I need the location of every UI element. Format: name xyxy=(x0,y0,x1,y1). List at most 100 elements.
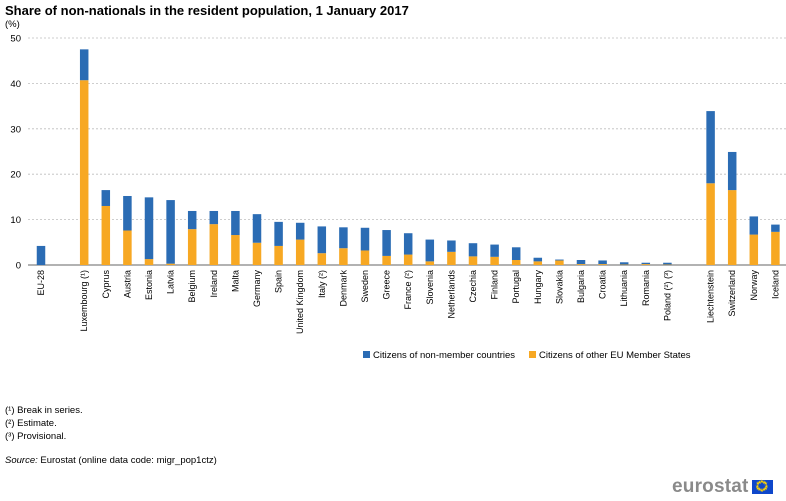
bar-non-member-france xyxy=(403,233,413,255)
bar-eu-member-hungary xyxy=(533,261,543,265)
bar-non-member-estonia xyxy=(144,197,154,260)
bar-eu-member-belgium xyxy=(187,229,197,265)
bar-eu-member-cyprus xyxy=(101,205,111,265)
bar-non-member-spain xyxy=(274,221,283,246)
bar-non-member-united-kingdom xyxy=(295,222,305,240)
x-tick-label-greece: Greece xyxy=(382,270,392,300)
bar-eu-member-ireland xyxy=(209,224,219,265)
eu-flag-icon: ★ ★ ★ ★ ★ ★ ★ ★ ★ ★ ★ ★ xyxy=(751,479,773,494)
x-tick-label-ireland: Ireland xyxy=(209,270,219,298)
bar-non-member-malta xyxy=(231,210,240,236)
flag-star: ★ xyxy=(757,487,762,494)
x-tick-label-denmark: Denmark xyxy=(338,270,348,307)
bar-eu-member-finland xyxy=(490,256,499,265)
flag-star: ★ xyxy=(755,485,761,492)
source-line: Source: Eurostat (online data code: migr… xyxy=(5,455,217,466)
bar-non-member-slovakia xyxy=(555,259,564,261)
x-tick-label-sweden: Sweden xyxy=(360,270,370,303)
bar-non-member-croatia xyxy=(598,260,607,265)
flag-star: ★ xyxy=(759,479,765,485)
legend: Citizens of non-member countries Citizens… xyxy=(363,350,691,361)
bar-non-member-netherlands xyxy=(447,240,456,252)
legend-label-non-member: Citizens of non-member countries xyxy=(373,350,515,361)
bar-non-member-iceland xyxy=(771,224,780,232)
bar-eu-member-bulgaria xyxy=(576,264,586,265)
bar-eu-member-denmark xyxy=(339,248,348,265)
bar-eu-member-switzerland xyxy=(727,190,737,265)
x-tick-label-estonia: Estonia xyxy=(144,270,154,300)
bar-eu-member-germany xyxy=(252,242,262,265)
bar-non-member-cyprus xyxy=(101,190,111,206)
bar-non-member-belgium xyxy=(187,210,197,230)
bar-chart: 0 10 20 30 40 50 (%) EU-28 Luxembourg (¹) Cypru… xyxy=(5,19,786,361)
gridlines xyxy=(28,37,786,266)
bar-non-member-hungary xyxy=(533,257,543,262)
y-tick-label-20: 20 xyxy=(10,170,21,181)
flag-star: ★ xyxy=(755,481,761,488)
bar-non-member-austria xyxy=(123,195,132,231)
bar-non-member-czechia xyxy=(468,243,478,257)
x-tick-label-lithuania: Lithuania xyxy=(619,270,629,307)
x-tick-label-cyprus: Cyprus xyxy=(101,270,111,299)
logo-text: eurostat xyxy=(672,476,749,497)
bar-eu-member-latvia xyxy=(166,263,175,265)
bar-non-member-latvia xyxy=(166,200,175,264)
bar-eu-member-romania xyxy=(641,264,651,265)
bar-non-member-liechtenstein xyxy=(706,111,715,184)
legend-swatch-non-member xyxy=(363,351,370,358)
x-tick-label-united-kingdom: United Kingdom xyxy=(295,270,305,334)
x-tick-label-hungary: Hungary xyxy=(533,270,543,305)
x-tick-label-croatia: Croatia xyxy=(598,270,608,299)
bar-non-member-norway xyxy=(749,216,759,235)
x-tick-label-france: France (²) xyxy=(403,270,413,310)
bar-eu-member-sweden xyxy=(360,250,370,265)
eurostat-logo: eurostat ★ ★ ★ ★ ★ ★ ★ ★ ★ ★ ★ ★ xyxy=(672,476,773,497)
bar-eu-member-czechia xyxy=(468,256,478,265)
bar-non-member-italy xyxy=(317,226,327,254)
bar-eu-member-liechtenstein xyxy=(706,183,715,265)
x-tick-label-netherlands: Netherlands xyxy=(446,270,456,319)
source-label: Source: xyxy=(5,455,38,466)
bar-non-member-bulgaria xyxy=(576,260,586,265)
bar-non-member-eu-28 xyxy=(36,245,46,265)
x-tick-label-slovenia: Slovenia xyxy=(425,270,435,305)
y-tick-label-10: 10 xyxy=(10,215,21,226)
bar-eu-member-estonia xyxy=(144,259,154,265)
flag-star: ★ xyxy=(763,481,768,488)
flag-star: ★ xyxy=(759,488,765,494)
y-axis-ticks: 0 10 20 30 40 50 xyxy=(10,34,21,272)
x-tick-label-germany: Germany xyxy=(252,270,262,308)
footnote-provisional: (³) Provisional. xyxy=(5,431,67,442)
x-axis-labels: EU-28 Luxembourg (¹) Cyprus Austria Estonia L… xyxy=(36,270,780,335)
x-tick-label-czechia: Czechia xyxy=(468,270,478,303)
flag-star: ★ xyxy=(761,487,767,494)
bar-non-member-denmark xyxy=(339,227,348,249)
y-tick-label-30: 30 xyxy=(10,124,21,135)
flag-star: ★ xyxy=(757,479,762,486)
x-tick-label-luxembourg: Luxembourg (¹) xyxy=(79,270,89,332)
bar-eu-member-portugal xyxy=(511,260,521,265)
bar-non-member-switzerland xyxy=(727,151,737,191)
bar-eu-member-united-kingdom xyxy=(295,239,305,265)
bar-non-member-ireland xyxy=(209,210,219,225)
x-tick-label-portugal: Portugal xyxy=(511,270,521,304)
bar-eu-member-slovakia xyxy=(555,260,564,265)
x-tick-label-finland: Finland xyxy=(490,270,500,300)
bar-eu-member-luxembourg xyxy=(79,80,89,265)
x-tick-label-liechtenstein: Liechtenstein xyxy=(706,270,716,323)
bar-eu-member-norway xyxy=(749,234,759,265)
bar-eu-member-italy xyxy=(317,253,327,265)
bar-non-member-greece xyxy=(382,230,391,256)
source-text: Eurostat (online data code: migr_pop1ctz… xyxy=(40,455,217,466)
flag-star: ★ xyxy=(755,483,760,490)
bar-eu-member-iceland xyxy=(771,231,780,265)
x-tick-label-eu-28: EU-28 xyxy=(36,270,46,296)
flag-star: ★ xyxy=(763,485,768,492)
bar-eu-member-spain xyxy=(274,245,283,265)
flag-star: ★ xyxy=(764,483,769,490)
bar-non-member-lithuania xyxy=(619,262,629,265)
bar-eu-member-austria xyxy=(123,230,132,265)
y-tick-label-0: 0 xyxy=(16,261,21,272)
bar-eu-member-netherlands xyxy=(447,251,456,265)
footnote-estimate: (²) Estimate. xyxy=(5,418,57,429)
